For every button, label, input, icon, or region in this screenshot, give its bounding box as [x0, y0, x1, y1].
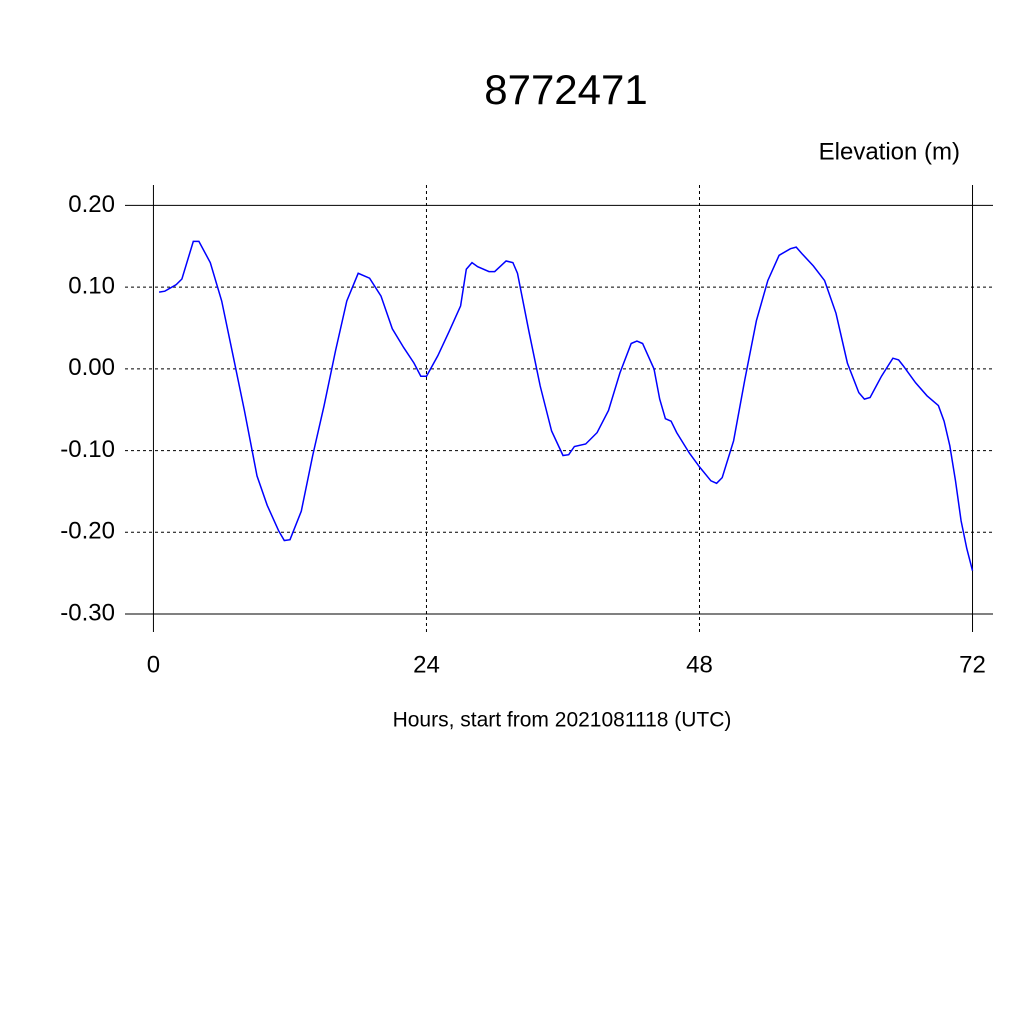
y-tick-label: 0.10	[68, 272, 115, 299]
x-tick-label: 0	[147, 651, 160, 678]
x-axis-label: Hours, start from 2021081118 (UTC)	[393, 709, 732, 732]
x-tick-label: 48	[686, 651, 713, 678]
x-tick-label: 24	[413, 651, 440, 678]
y-tick-label: -0.30	[60, 599, 115, 626]
line	[158, 240, 974, 571]
x-tick-label: 72	[959, 651, 986, 678]
y-tick-label: 0.20	[68, 191, 115, 218]
y-tick-label: 0.00	[68, 354, 115, 381]
y-tick-label: -0.10	[60, 436, 115, 463]
y-tick-label: -0.20	[60, 518, 115, 545]
y-axis-label: Elevation (m)	[819, 138, 960, 165]
chart-title: 8772471	[484, 66, 648, 113]
